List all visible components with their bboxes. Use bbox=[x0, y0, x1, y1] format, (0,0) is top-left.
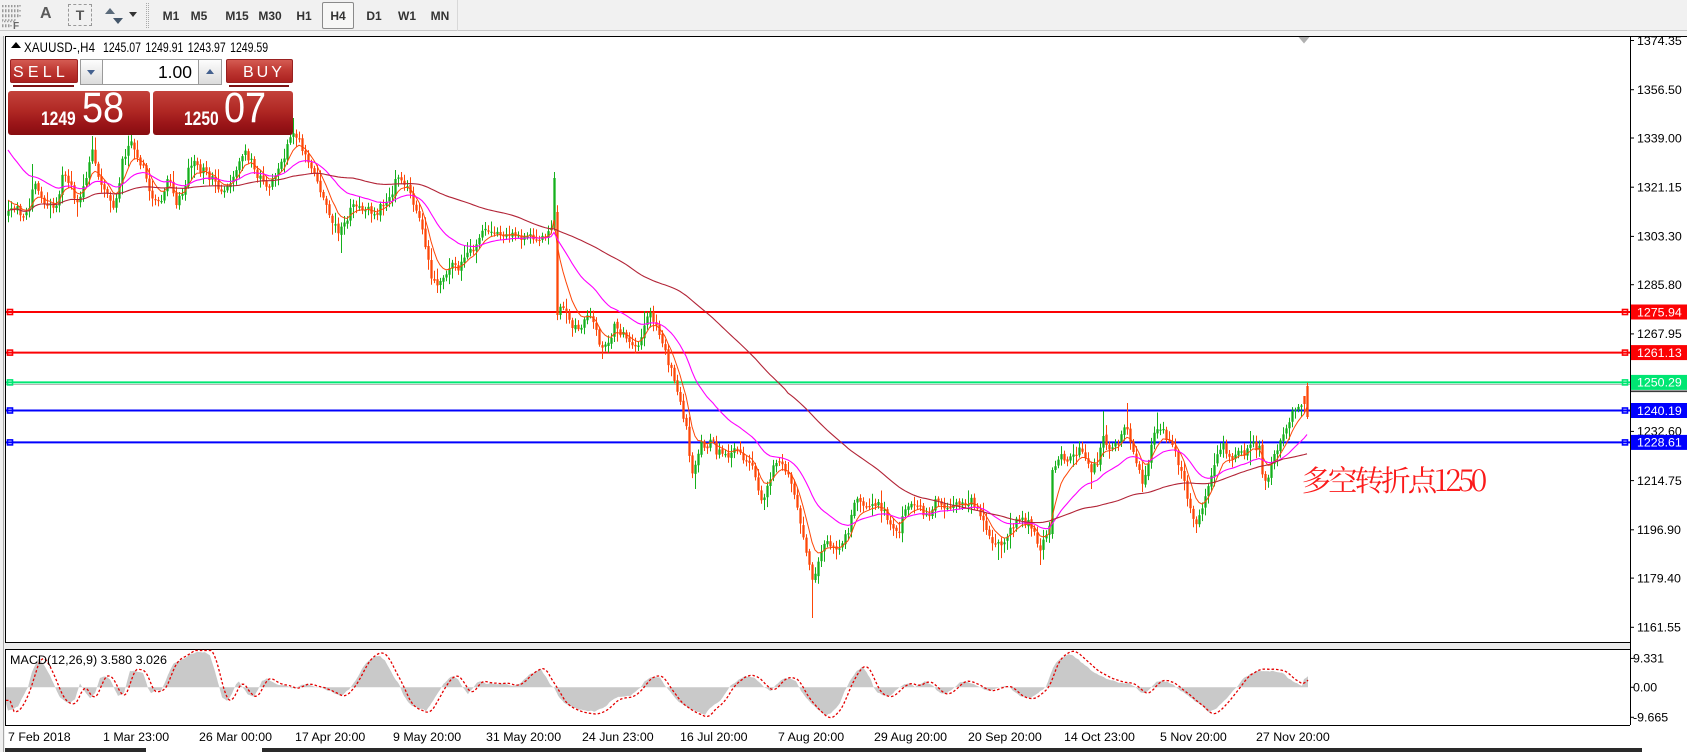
svg-text:24 Jun 23:00: 24 Jun 23:00 bbox=[582, 730, 654, 744]
svg-text:5 Nov 20:00: 5 Nov 20:00 bbox=[1160, 730, 1227, 744]
svg-text:27 Nov 20:00: 27 Nov 20:00 bbox=[1256, 730, 1330, 744]
svg-text:1275.94: 1275.94 bbox=[1637, 305, 1682, 319]
svg-text:1303.30: 1303.30 bbox=[1637, 230, 1682, 244]
svg-text:1228.61: 1228.61 bbox=[1637, 436, 1682, 450]
svg-text:14 Oct 23:00: 14 Oct 23:00 bbox=[1064, 730, 1135, 744]
svg-text:1267.95: 1267.95 bbox=[1637, 327, 1682, 341]
svg-text:1261.13: 1261.13 bbox=[1637, 346, 1682, 360]
svg-text:17 Apr 20:00: 17 Apr 20:00 bbox=[295, 730, 365, 744]
svg-text:1196.90: 1196.90 bbox=[1637, 523, 1681, 537]
svg-text:16 Jul 20:00: 16 Jul 20:00 bbox=[680, 730, 748, 744]
svg-text:1374.35: 1374.35 bbox=[1637, 34, 1682, 48]
svg-text:7 Aug 20:00: 7 Aug 20:00 bbox=[778, 730, 844, 744]
svg-text:1 Mar 23:00: 1 Mar 23:00 bbox=[103, 730, 169, 744]
svg-text:1321.15: 1321.15 bbox=[1637, 181, 1682, 195]
svg-text:1179.40: 1179.40 bbox=[1637, 571, 1681, 585]
svg-text:1161.55: 1161.55 bbox=[1637, 621, 1681, 635]
svg-text:1339.00: 1339.00 bbox=[1637, 131, 1682, 145]
svg-text:0.00: 0.00 bbox=[1633, 681, 1657, 695]
svg-text:31 May 20:00: 31 May 20:00 bbox=[486, 730, 561, 744]
svg-text:20 Sep 20:00: 20 Sep 20:00 bbox=[968, 730, 1042, 744]
svg-text:1250.29: 1250.29 bbox=[1637, 376, 1682, 390]
svg-text:29 Aug 20:00: 29 Aug 20:00 bbox=[874, 730, 947, 744]
svg-text:26 Mar 00:00: 26 Mar 00:00 bbox=[199, 730, 272, 744]
svg-text:1214.75: 1214.75 bbox=[1637, 474, 1682, 488]
svg-text:1285.80: 1285.80 bbox=[1637, 278, 1682, 292]
svg-text:9 May 20:00: 9 May 20:00 bbox=[393, 730, 461, 744]
svg-text:MACD(12,26,9) 3.580 3.026: MACD(12,26,9) 3.580 3.026 bbox=[10, 653, 167, 667]
svg-text:7 Feb 2018: 7 Feb 2018 bbox=[8, 730, 71, 744]
svg-text:F: F bbox=[13, 21, 19, 29]
svg-text:9.331: 9.331 bbox=[1633, 652, 1664, 666]
svg-text:-9.665: -9.665 bbox=[1633, 711, 1668, 725]
svg-text:1240.19: 1240.19 bbox=[1637, 404, 1682, 418]
svg-text:1356.50: 1356.50 bbox=[1637, 83, 1682, 97]
